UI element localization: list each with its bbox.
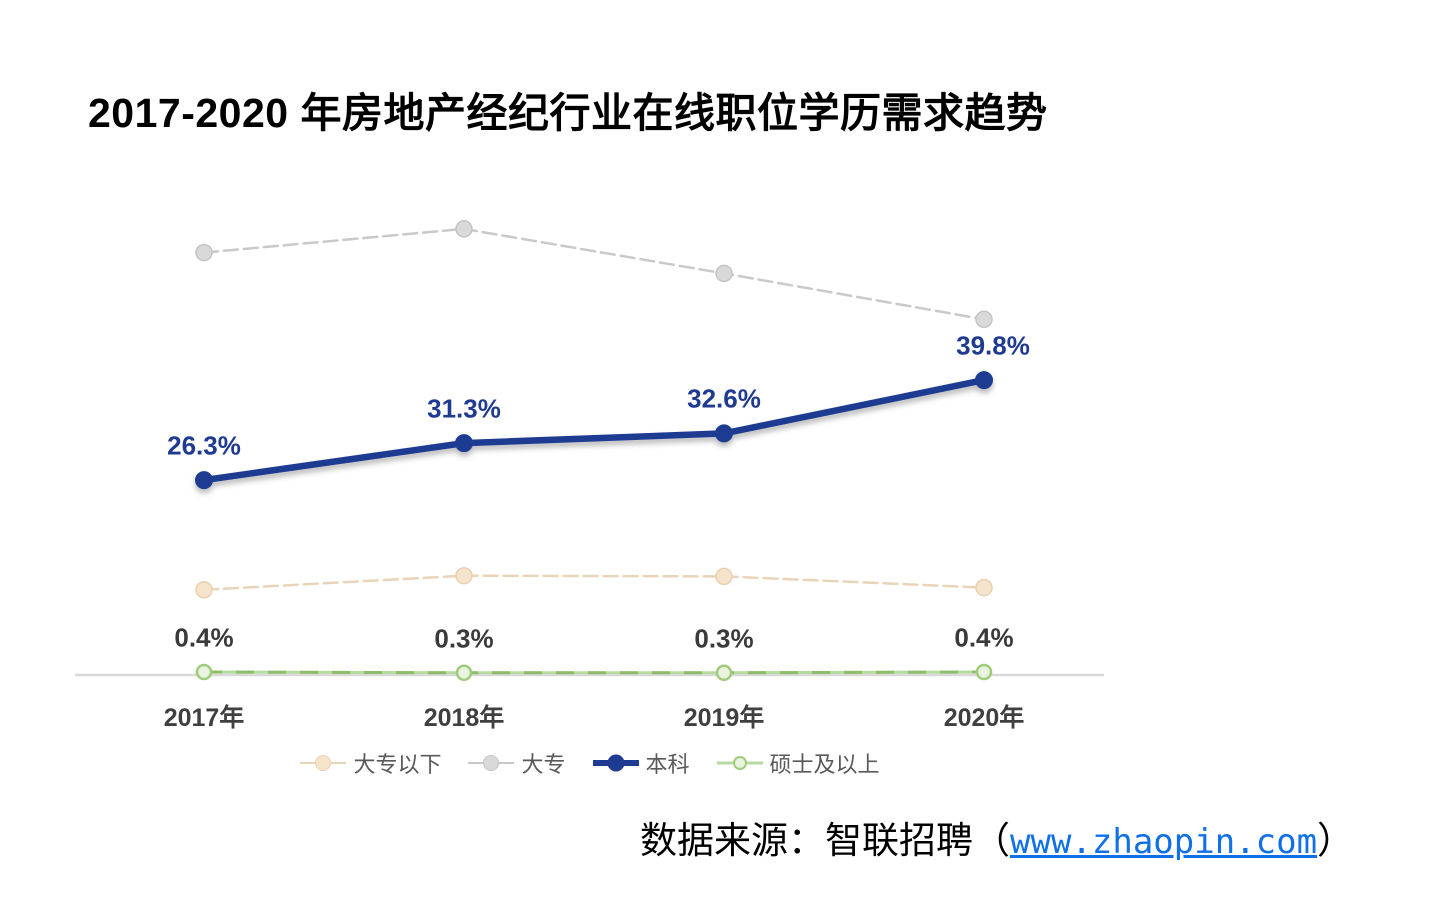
- source-text-prefix: 数据来源：智联招聘（: [640, 819, 1010, 862]
- point-below-associate-3: [715, 567, 733, 586]
- legend-label-associate: 大专: [521, 752, 566, 777]
- data-source: 数据来源：智联招聘（www.zhaopin.com）: [640, 810, 1354, 864]
- source-link[interactable]: www.zhaopin.com: [1010, 822, 1318, 862]
- legend-marker-associate-icon: [468, 754, 515, 772]
- point-below-associate-2: [455, 566, 473, 585]
- point-bachelor-4: [975, 371, 993, 390]
- legend-item-associate: 大专: [468, 747, 566, 779]
- point-bachelor-2: [455, 434, 473, 453]
- legend-marker-below-associate-icon: [300, 754, 347, 772]
- legend-label-bachelor: 本科: [645, 752, 690, 777]
- source-text-suffix: ）: [1317, 819, 1355, 862]
- point-bachelor-1: [195, 471, 213, 490]
- chart-title: 2017-2020 年房地产经纪行业在线职位学历需求趋势: [88, 90, 1048, 137]
- series-master-above: [195, 663, 993, 682]
- legend-item-master-above: 硕士及以上: [716, 747, 880, 779]
- series-bachelor: [195, 371, 993, 490]
- point-bachelor-3: [715, 424, 733, 443]
- point-associate-1: [195, 243, 213, 262]
- series-associate: [195, 220, 993, 329]
- point-associate-3: [715, 264, 733, 283]
- point-master-above-4: [975, 663, 993, 681]
- point-associate-2: [455, 220, 473, 238]
- point-master-above-2: [455, 664, 473, 682]
- point-below-associate-4: [975, 578, 993, 597]
- series-below-associate: [195, 566, 993, 599]
- legend-marker-master-above-icon: [716, 754, 763, 772]
- legend-label-master-above: 硕士及以上: [769, 752, 880, 777]
- point-below-associate-1: [195, 581, 213, 599]
- legend-item-bachelor: 本科: [592, 747, 690, 779]
- point-master-above-1: [195, 663, 213, 681]
- chart-legend: 大专以下 大专 本科 硕士及以上: [75, 747, 1105, 779]
- point-master-above-3: [715, 664, 733, 682]
- legend-marker-bachelor-icon: [592, 754, 639, 772]
- legend-item-below-associate: 大专以下: [300, 747, 441, 779]
- legend-label-below-associate: 大专以下: [353, 752, 442, 777]
- point-associate-4: [975, 310, 993, 329]
